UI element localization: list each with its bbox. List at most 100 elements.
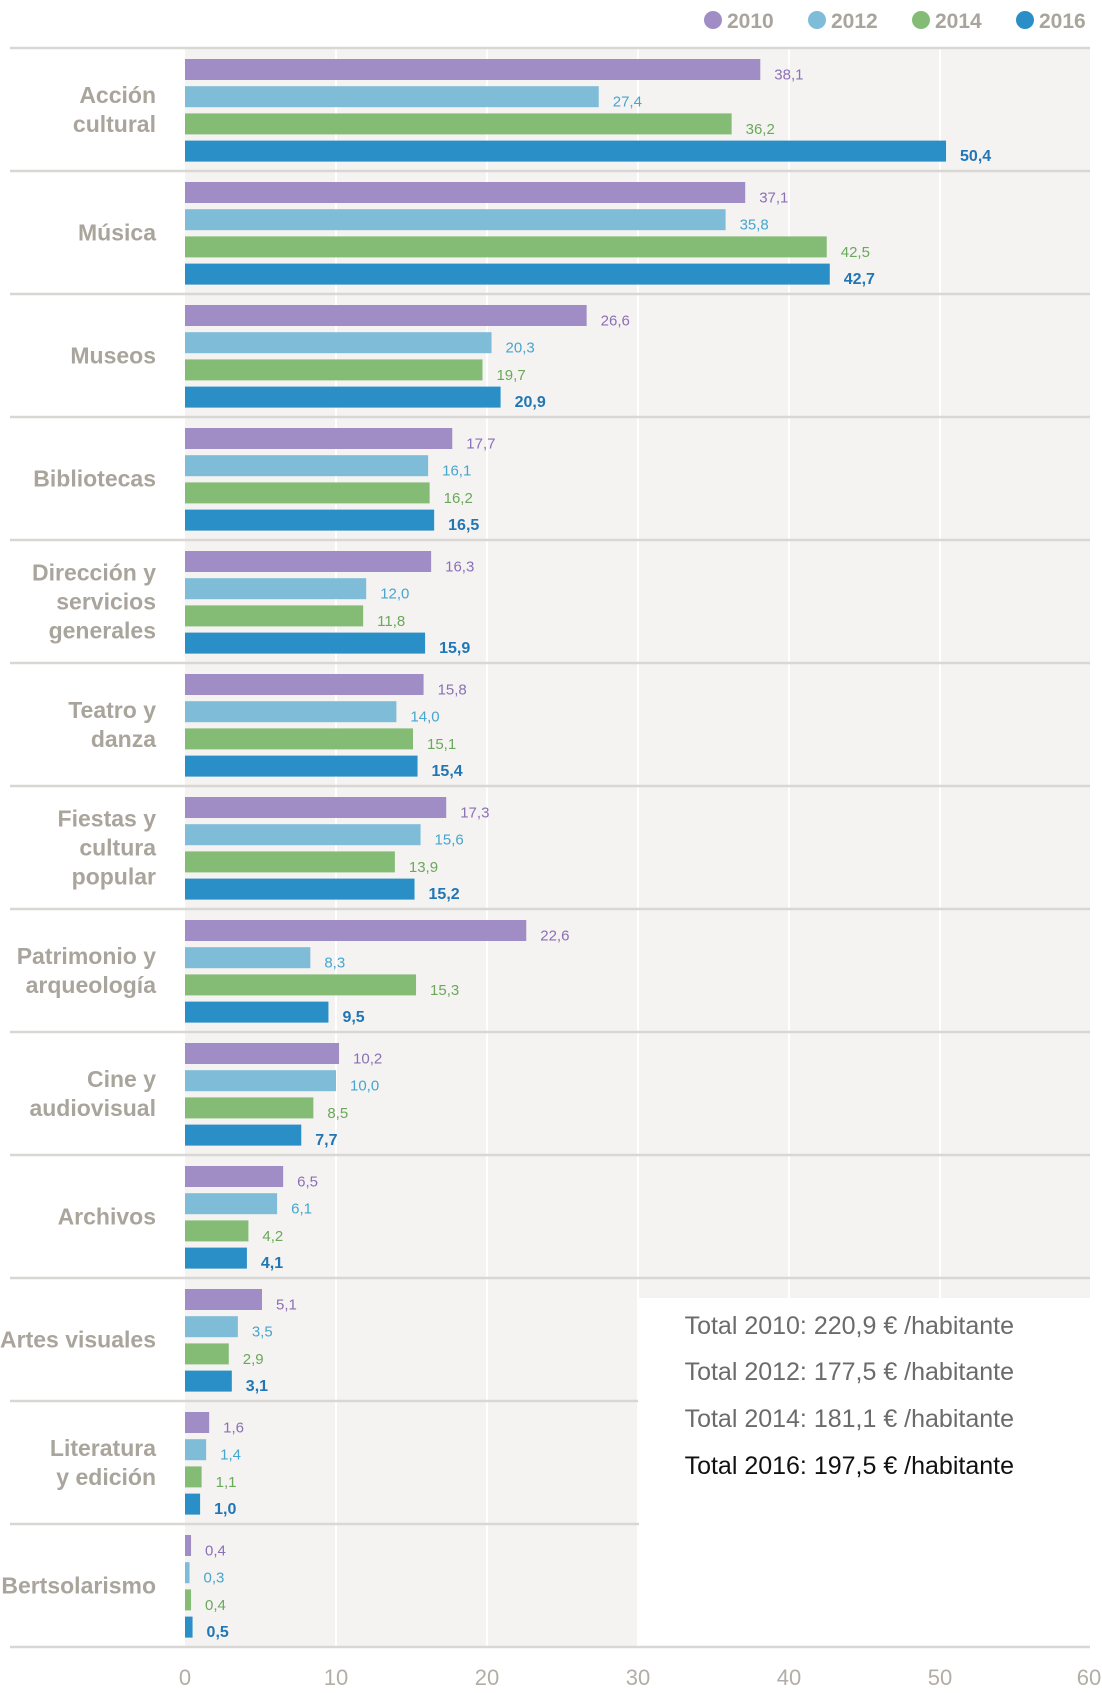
bar-2016 — [185, 878, 415, 900]
bar-2016 — [185, 632, 426, 654]
bar-2016 — [185, 386, 501, 408]
data-label: 35,8 — [740, 217, 769, 234]
data-label: 10,2 — [353, 1051, 382, 1068]
bar-2014 — [185, 974, 417, 996]
data-label: 4,2 — [262, 1228, 283, 1245]
data-label: 17,3 — [460, 805, 489, 822]
data-label: 3,5 — [252, 1324, 273, 1341]
total-text: Total 2016: 197,5 € /habitante — [685, 1452, 1014, 1480]
data-label: 4,1 — [261, 1255, 283, 1272]
x-tick-label: 0 — [179, 1665, 191, 1690]
bar-2014 — [185, 1466, 202, 1488]
data-label: 0,5 — [207, 1624, 229, 1641]
x-tick-label: 10 — [324, 1665, 348, 1690]
data-label: 1,1 — [216, 1474, 237, 1491]
bar-2014 — [185, 113, 732, 135]
bar-2014 — [185, 482, 430, 504]
bar-2014 — [185, 359, 483, 381]
bar-2014 — [185, 1220, 249, 1242]
data-label: 15,2 — [429, 886, 460, 903]
x-tick-label: 20 — [475, 1665, 499, 1690]
data-label: 19,7 — [496, 367, 525, 384]
total-text: Total 2014: 181,1 € /habitante — [685, 1405, 1014, 1433]
bar-2014 — [185, 605, 364, 627]
bar-2010 — [185, 1412, 210, 1433]
data-label: 15,8 — [438, 682, 467, 699]
data-label: 15,1 — [427, 736, 456, 753]
bar-2010 — [185, 920, 527, 941]
legend-marker — [808, 11, 826, 29]
category-label: arqueología — [26, 972, 157, 998]
legend-label: 2010 — [727, 10, 774, 33]
data-label: 37,1 — [759, 190, 788, 207]
category-label: audiovisual — [29, 1095, 156, 1121]
category-label: Artes visuales — [0, 1327, 156, 1353]
data-label: 6,1 — [291, 1201, 312, 1218]
bar-2016 — [185, 1616, 193, 1638]
bar-2012 — [185, 701, 397, 723]
data-label: 15,3 — [430, 982, 459, 999]
category-label: Literatura — [50, 1435, 156, 1461]
bar-2014 — [185, 236, 827, 258]
data-label: 10,0 — [350, 1078, 379, 1095]
bar-2012 — [185, 455, 429, 477]
bar-2012 — [185, 1439, 207, 1461]
data-label: 3,1 — [246, 1378, 268, 1395]
bar-2012 — [185, 824, 421, 846]
bar-2012 — [185, 1070, 336, 1092]
data-label: 27,4 — [613, 94, 642, 111]
category-label: Dirección y — [32, 560, 156, 586]
category-label: cultural — [73, 111, 156, 137]
category-label: y edición — [56, 1464, 156, 1490]
data-label: 8,3 — [324, 955, 345, 972]
bar-2012 — [185, 86, 599, 108]
x-tick-label: 40 — [777, 1665, 801, 1690]
data-label: 16,1 — [442, 463, 471, 480]
bar-2010 — [185, 674, 424, 695]
bar-2016 — [185, 1493, 201, 1515]
bar-2016 — [185, 1124, 302, 1146]
category-label: Archivos — [58, 1204, 156, 1230]
x-tick-label: 30 — [626, 1665, 650, 1690]
bar-2010 — [185, 428, 453, 449]
bar-2010 — [185, 1043, 340, 1064]
bar-2012 — [185, 209, 726, 231]
data-label: 0,3 — [204, 1570, 225, 1587]
bar-2014 — [185, 728, 414, 750]
bar-2010 — [185, 59, 761, 80]
data-label: 8,5 — [327, 1105, 348, 1122]
category-label: cultura — [79, 835, 156, 861]
data-label: 26,6 — [601, 313, 630, 330]
data-label: 12,0 — [380, 586, 409, 603]
bar-2016 — [185, 1001, 329, 1023]
bar-2010 — [185, 1166, 284, 1187]
category-label: Teatro y — [68, 697, 156, 723]
bar-2010 — [185, 797, 447, 818]
total-text: Total 2012: 177,5 € /habitante — [685, 1358, 1014, 1386]
bar-2016 — [185, 1370, 232, 1392]
data-label: 38,1 — [774, 67, 803, 84]
data-label: 11,8 — [377, 613, 405, 630]
bar-2012 — [185, 947, 311, 969]
bar-2010 — [185, 182, 746, 203]
x-tick-label: 50 — [928, 1665, 952, 1690]
bar-2016 — [185, 755, 418, 777]
data-label: 1,4 — [220, 1447, 241, 1464]
data-label: 0,4 — [205, 1597, 226, 1614]
legend-label: 2012 — [831, 10, 878, 33]
bar-2010 — [185, 1289, 263, 1310]
data-label: 16,2 — [444, 490, 473, 507]
data-label: 15,6 — [435, 832, 464, 849]
category-label: Música — [78, 220, 156, 246]
data-label: 20,9 — [515, 394, 546, 411]
data-label: 42,7 — [844, 271, 875, 288]
bar-2012 — [185, 1316, 238, 1338]
data-label: 6,5 — [297, 1174, 318, 1191]
data-label: 16,5 — [448, 517, 479, 534]
legend-label: 2016 — [1039, 10, 1086, 33]
bar-2010 — [185, 551, 432, 572]
bar-2012 — [185, 578, 367, 600]
bar-2016 — [185, 263, 830, 285]
bar-2012 — [185, 332, 492, 354]
